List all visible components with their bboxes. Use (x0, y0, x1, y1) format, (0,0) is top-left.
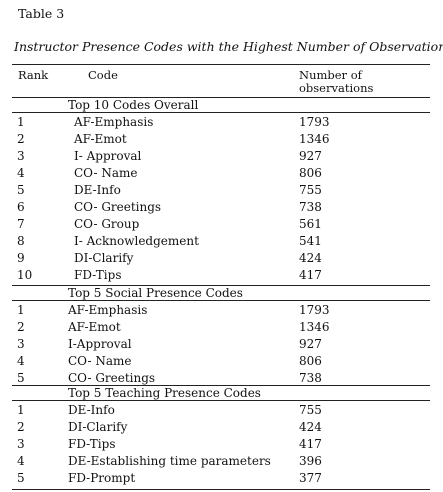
observations-cell: 377 (299, 471, 322, 485)
rank-cell: 8 (17, 234, 25, 248)
observations-cell: 755 (299, 403, 322, 417)
table-label: Table 3 (18, 6, 65, 21)
rank-cell: 2 (17, 320, 25, 334)
code-cell: FD-Prompt (68, 471, 136, 485)
code-cell: AF-Emphasis (74, 115, 154, 129)
observations-cell: 806 (299, 166, 322, 180)
code-cell: DE-Info (68, 403, 115, 417)
code-cell: I-Approval (68, 337, 132, 351)
table-title: Instructor Presence Codes with the Highe… (14, 39, 443, 54)
rank-cell: 7 (17, 217, 25, 231)
table-bottom-rule (12, 489, 430, 490)
table-top-rule (12, 64, 430, 65)
rank-header: Rank (18, 68, 49, 82)
code-cell: FD-Tips (68, 437, 116, 451)
observations-cell: 1793 (299, 115, 330, 129)
code-cell: I- Approval (74, 149, 142, 163)
rank-cell: 1 (17, 303, 25, 317)
code-cell: I- Acknowledgement (74, 234, 199, 248)
observations-cell: 927 (299, 149, 322, 163)
rank-cell: 3 (17, 149, 25, 163)
code-cell: DI-Clarify (74, 251, 134, 265)
rank-cell: 3 (17, 337, 25, 351)
code-cell: AF-Emphasis (68, 303, 148, 317)
rank-cell: 2 (17, 420, 25, 434)
rank-cell: 1 (17, 115, 25, 129)
code-header: Code (88, 68, 118, 82)
section-rule (12, 300, 430, 301)
rank-cell: 2 (17, 132, 25, 146)
observations-cell: 1793 (299, 303, 330, 317)
rank-cell: 4 (17, 454, 25, 468)
observations-cell: 1346 (299, 132, 330, 146)
section-rule (12, 400, 430, 401)
code-cell: CO- Greetings (68, 371, 156, 385)
rank-cell: 4 (17, 166, 25, 180)
section-rule (12, 112, 430, 113)
rank-cell: 1 (17, 403, 25, 417)
section-rule (12, 285, 430, 286)
section-title: Top 5 Teaching Presence Codes (68, 386, 261, 400)
code-cell: AF-Emot (74, 132, 127, 146)
code-cell: DI-Clarify (68, 420, 128, 434)
observations-cell: 738 (299, 371, 322, 385)
rank-cell: 5 (17, 371, 25, 385)
section-title: Top 5 Social Presence Codes (68, 286, 243, 300)
code-cell: CO- Greetings (74, 200, 162, 214)
code-cell: AF-Emot (68, 320, 121, 334)
observations-cell: 541 (299, 234, 322, 248)
code-cell: DE-Info (74, 183, 121, 197)
observations-cell: 1346 (299, 320, 330, 334)
observations-cell: 424 (299, 420, 322, 434)
code-cell: FD-Tips (74, 268, 122, 282)
section-rule (12, 97, 430, 98)
code-cell: DE-Establishing time parameters (68, 454, 271, 468)
rank-cell: 3 (17, 437, 25, 451)
observations-cell: 927 (299, 337, 322, 351)
rank-cell: 5 (17, 183, 25, 197)
section-title: Top 10 Codes Overall (68, 98, 199, 112)
observations-cell: 738 (299, 200, 322, 214)
observations-cell: 755 (299, 183, 322, 197)
rank-cell: 10 (17, 268, 33, 282)
observations-cell: 417 (299, 437, 322, 451)
observations-cell: 417 (299, 268, 322, 282)
rank-cell: 9 (17, 251, 25, 265)
observations-cell: 396 (299, 454, 322, 468)
section-rule (12, 385, 430, 386)
code-cell: CO- Name (74, 166, 138, 180)
rank-cell: 6 (17, 200, 25, 214)
observations-cell: 561 (299, 217, 322, 231)
code-cell: CO- Name (68, 354, 132, 368)
code-cell: CO- Group (74, 217, 140, 231)
rank-cell: 5 (17, 471, 25, 485)
observations-header: Number of observations (299, 68, 374, 95)
observations-cell: 806 (299, 354, 322, 368)
observations-cell: 424 (299, 251, 322, 265)
rank-cell: 4 (17, 354, 25, 368)
